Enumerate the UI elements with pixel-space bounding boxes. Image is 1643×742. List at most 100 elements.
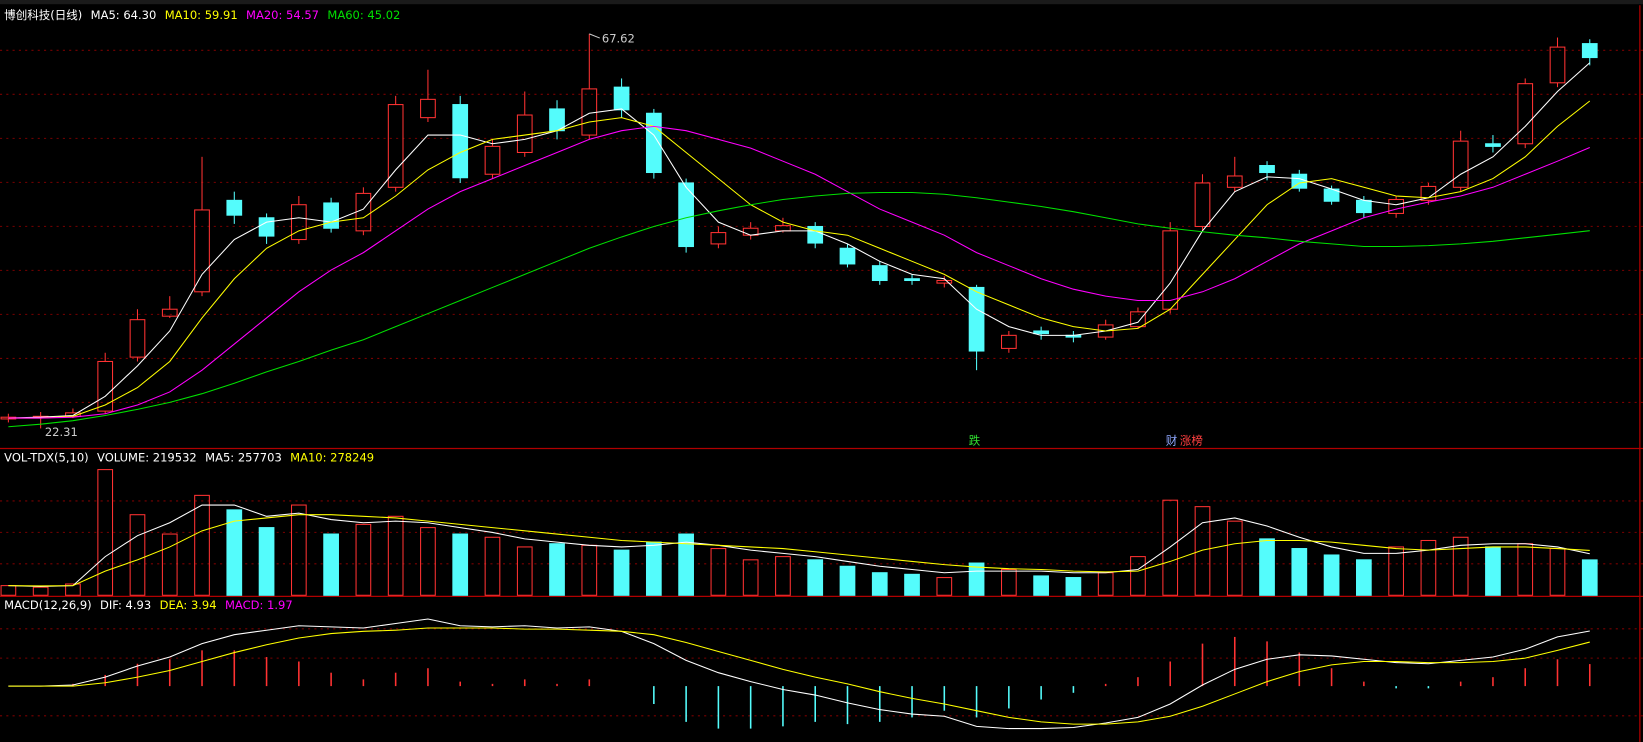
candle-body	[484, 145, 501, 175]
volume-bar	[936, 577, 953, 596]
menu-strip	[0, 0, 1643, 5]
candle-body	[161, 308, 178, 317]
candle-body	[1452, 140, 1469, 188]
candle-body	[226, 199, 243, 216]
candle-body	[1226, 175, 1243, 188]
candle-body	[710, 232, 727, 245]
candle-body	[1033, 330, 1049, 335]
volume-bar	[775, 556, 791, 596]
legend-label: DIF: 4.93	[100, 598, 151, 612]
candle-body	[871, 265, 888, 282]
grid	[0, 5, 1643, 742]
volume-bar	[871, 572, 888, 596]
volume-bar	[1097, 572, 1114, 596]
indicator-line	[8, 125, 1590, 419]
candle-body	[194, 209, 210, 293]
volume-bar	[549, 543, 565, 596]
volume-bar	[968, 562, 985, 596]
volume-bar	[1033, 575, 1049, 596]
high-label: 67.62	[602, 32, 635, 46]
candle-body	[1388, 198, 1404, 214]
annotation: 涨榜	[1180, 434, 1203, 448]
volume-bar	[1517, 543, 1534, 596]
volume-bar	[290, 504, 307, 596]
candle-body	[1355, 199, 1372, 214]
volume-bar	[1259, 538, 1275, 596]
volume-bar	[32, 586, 49, 596]
indicator-line	[8, 192, 1590, 428]
volume-bar	[1162, 499, 1179, 596]
low-label: 22.31	[45, 425, 78, 439]
candle-body	[775, 225, 791, 232]
volume-bar	[1581, 559, 1598, 596]
indicator-line	[8, 504, 1590, 587]
candle-body	[678, 182, 694, 248]
candle-body	[1097, 324, 1114, 338]
candle-body	[258, 217, 275, 237]
candle-body	[129, 319, 146, 358]
legend-label: MA10: 59.91	[165, 8, 238, 22]
legend-label: MA10: 278249	[290, 450, 374, 464]
legend-label: 博创科技(日线)	[4, 8, 82, 22]
candle-body	[1485, 143, 1501, 147]
volume-bar	[226, 509, 243, 596]
volume-bar	[1420, 539, 1437, 596]
volume-bar	[65, 583, 81, 596]
volume-bar	[678, 533, 694, 596]
legend-label: DEA: 3.94	[160, 598, 217, 612]
candle-body	[839, 247, 856, 265]
annotation: 财	[1166, 434, 1178, 448]
candle-body	[1420, 185, 1437, 201]
legend-label: MACD: 1.97	[225, 598, 293, 612]
candle-body	[968, 286, 985, 352]
volume-bar	[1485, 546, 1501, 596]
legend-label: MACD(12,26,9)	[4, 598, 91, 612]
candle-body	[355, 192, 372, 232]
volume-bar	[904, 573, 920, 596]
legend-label: MA60: 45.02	[327, 8, 400, 22]
candle-body	[323, 202, 339, 229]
volume-bar	[516, 546, 533, 596]
indicator-line	[8, 627, 1590, 725]
volume-bar	[161, 533, 178, 596]
candle-body	[1517, 83, 1534, 145]
volume-bar	[323, 533, 339, 596]
volume-bar	[1291, 548, 1308, 596]
volume-bar	[484, 536, 501, 596]
candle-body	[936, 279, 953, 284]
volume-bar	[1355, 559, 1372, 596]
legend-label: MA5: 257703	[205, 450, 282, 464]
volume-bar	[742, 559, 759, 596]
volume-bar	[807, 559, 824, 596]
volume-bar	[129, 514, 146, 596]
high-pointer	[589, 33, 600, 39]
legend-label: MA20: 54.57	[246, 8, 319, 22]
volume-bar	[258, 527, 275, 596]
indicator-line	[8, 618, 1590, 730]
volume-bar	[1549, 548, 1566, 596]
volume-bar	[710, 548, 727, 596]
indicator-line	[8, 62, 1591, 419]
volume-bar	[1065, 577, 1082, 596]
volume-bar	[1130, 556, 1146, 596]
volume-bar	[1226, 520, 1243, 596]
volume-bar	[452, 533, 469, 596]
candle-body	[581, 88, 598, 136]
volume-bar	[0, 585, 17, 596]
volume-bar	[97, 469, 114, 596]
candle-body	[1194, 182, 1211, 228]
volume-bar	[1194, 506, 1211, 596]
volume-bar	[839, 565, 856, 596]
candle-body	[452, 104, 469, 179]
candle-body	[1000, 334, 1017, 349]
candle-body	[1581, 43, 1598, 59]
volume-bar	[581, 544, 598, 596]
volume-bar	[355, 523, 372, 596]
candle-body	[613, 86, 630, 111]
volume-bar	[194, 494, 210, 596]
candle-body	[387, 104, 404, 188]
annotation: 跌	[969, 434, 981, 448]
candle-body	[290, 204, 307, 241]
legend-label: VOL-TDX(5,10)	[4, 450, 88, 464]
